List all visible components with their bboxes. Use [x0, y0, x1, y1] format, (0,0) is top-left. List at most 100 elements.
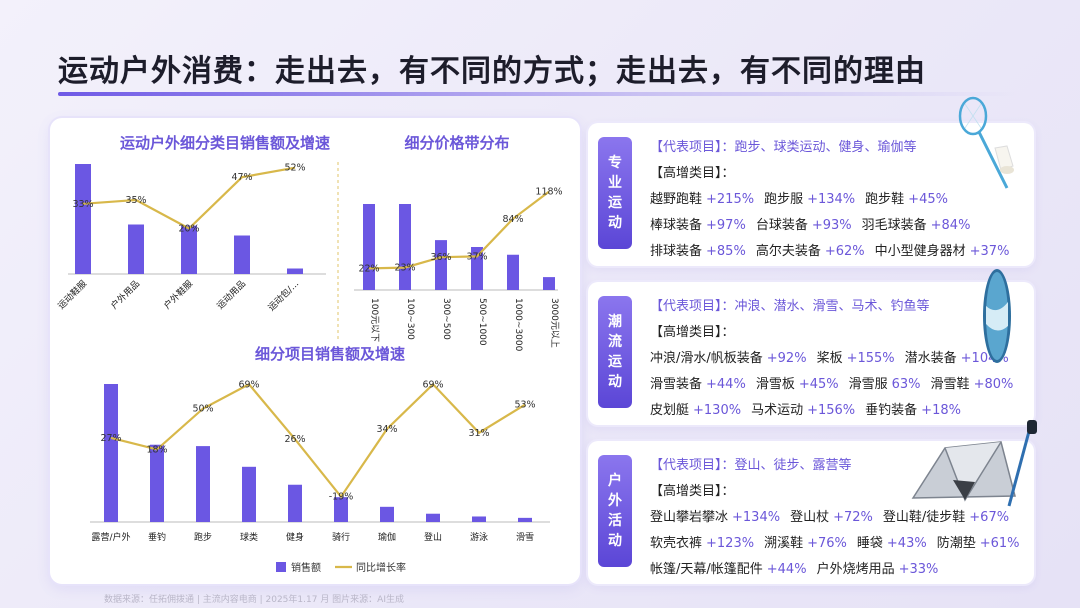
growth-item-name: 登山攀岩攀冰: [650, 510, 729, 525]
bar-chart3-5: [334, 497, 348, 522]
growth-label-chart2-3: 37%: [466, 251, 487, 262]
tick-chart1-0: 运动鞋服: [55, 278, 89, 312]
card-rows: 【代表项目】：跑步、球类运动、健身、瑜伽等 【高增类目】： 越野跑鞋 +215% 跑步服…: [650, 135, 1022, 265]
growth-item: 滑雪服 63%: [849, 377, 921, 392]
growth-item-name: 跑步服: [764, 192, 804, 207]
growth-item-pct: +215%: [706, 192, 755, 207]
source-footnote: 数据来源：任拓佣拨通 | 主流内容电商 | 2025年1.17 月 图片来源：A…: [104, 595, 404, 605]
card-rows: 【代表项目】：登山、徒步、露营等 【高增类目】： 登山攀岩攀冰 +134% 登山杖 +72…: [650, 453, 1022, 583]
growth-item-row: 软壳衣裤 +123% 溯溪鞋 +76% 睡袋 +43% 防潮垫 +61%: [650, 531, 1022, 557]
growth-item: 滑雪装备 +44%: [650, 377, 746, 392]
growth-item: 台球装备 +93%: [756, 218, 852, 233]
growth-item: 棒球装备 +97%: [650, 218, 746, 233]
tick-chart3-2: 跑步: [194, 531, 212, 543]
growth-item-pct: +37%: [969, 244, 1010, 259]
growth-item-row: 越野跑鞋 +215% 跑步服 +134% 跑步鞋 +45%: [650, 187, 1022, 213]
growth-item: 防潮垫 +61%: [937, 536, 1020, 551]
badge-char: 户: [608, 473, 622, 489]
growth-label-chart3-3: 69%: [238, 379, 259, 390]
chart-title-chart3: 细分项目销售额及增速: [255, 345, 405, 363]
growth-item: 马术运动 +156%: [751, 403, 855, 418]
growth-item-name: 棒球装备: [650, 218, 703, 233]
growth-label-chart2-5: 118%: [535, 187, 562, 198]
growth-item-row: 棒球装备 +97% 台球装备 +93% 羽毛球装备 +84%: [650, 213, 1022, 239]
tick-chart1-2: 户外鞋服: [161, 278, 195, 312]
tick-chart2-4: 1000~3000: [513, 298, 523, 352]
growth-label-chart2-0: 22%: [358, 263, 379, 274]
growth-item-pct: 63%: [891, 377, 921, 392]
growth-item-name: 滑雪鞋: [930, 377, 970, 392]
badge-char: 动: [608, 533, 622, 549]
growth-item-name: 滑雪服: [848, 377, 888, 392]
bar-chart3-1: [150, 444, 164, 522]
growth-item-pct: +85%: [706, 244, 746, 259]
badge-char: 运: [608, 195, 622, 211]
growth-item-name: 溯溪鞋: [764, 536, 804, 551]
growth-item: 滑雪鞋 +80%: [931, 377, 1014, 392]
growth-item-row: 登山攀岩攀冰 +134% 登山杖 +72% 登山鞋/徒步鞋 +67%: [650, 505, 1022, 531]
bar-chart3-4: [288, 484, 302, 522]
representative-label: 【代表项目】：: [650, 299, 735, 314]
growth-item-pct: +44%: [766, 562, 807, 577]
high-growth-label: 【高增类目】：: [650, 484, 735, 499]
growth-item-pct: +93%: [811, 218, 852, 233]
growth-item-name: 滑雪装备: [650, 377, 703, 392]
chart-title-chart2: 细分价格带分布: [404, 134, 509, 152]
growth-item-name: 软壳衣裤: [650, 536, 703, 551]
bar-chart3-2: [196, 446, 210, 522]
category-badge: 户外活动: [598, 455, 632, 567]
badge-char: 动: [608, 215, 622, 231]
bar-chart3-7: [426, 513, 440, 522]
growth-item: 桨板 +155%: [817, 351, 895, 366]
card-professional-sports: 专业运动【代表项目】：跑步、球类运动、健身、瑜伽等 【高增类目】： 越野跑鞋 +215…: [588, 123, 1034, 266]
growth-item-pct: +72%: [833, 510, 873, 525]
growth-item-name: 高尔夫装备: [755, 244, 821, 259]
tick-chart3-9: 滑雪: [516, 532, 534, 543]
tick-chart3-3: 球类: [240, 531, 258, 543]
chart-panel: 运动户外细分类目销售额及增速 运动鞋服 户外用品 户外鞋服 运动用品 运动包/... 33%…: [50, 118, 580, 584]
growth-item: 睡袋 +43%: [857, 536, 927, 551]
tick-chart3-5: 骑行: [332, 531, 350, 543]
bar-chart1-0: [75, 164, 91, 274]
growth-item-pct: +134%: [807, 192, 856, 207]
growth-item-name: 登山鞋/徒步鞋: [882, 510, 966, 525]
legend-label-growth: 同比增长率: [356, 561, 406, 574]
tick-chart2-0: 100元以下: [369, 298, 379, 342]
growth-item: 滑雪板 +45%: [756, 377, 839, 392]
growth-item-name: 潜水装备: [904, 351, 957, 366]
growth-label-chart3-9: 53%: [514, 400, 535, 411]
representative-label: 【代表项目】：: [650, 458, 735, 473]
growth-item-pct: +123%: [706, 536, 755, 551]
growth-item: 跑步服 +134%: [764, 192, 855, 207]
bar-chart2-4: [507, 254, 519, 290]
badge-char: 动: [608, 374, 622, 390]
growth-item-pct: +45%: [798, 377, 839, 392]
growth-item-name: 滑雪板: [755, 377, 795, 392]
growth-item-pct: +62%: [824, 244, 865, 259]
chart-title-chart1: 运动户外细分类目销售额及增速: [120, 134, 330, 152]
growth-item: 溯溪鞋 +76%: [764, 536, 847, 551]
growth-item-pct: +92%: [766, 351, 807, 366]
legend-swatch-sales: [276, 562, 286, 572]
growth-item-name: 皮划艇: [650, 403, 690, 418]
growth-line-chart3: [110, 382, 526, 499]
growth-item-row: 皮划艇 +130% 马术运动 +156% 垂钓装备 +18%: [650, 398, 1022, 424]
surfboard-icon: [983, 269, 1011, 363]
bar-chart1-2: [181, 225, 197, 274]
growth-item-pct: +97%: [706, 218, 746, 233]
growth-item-pct: +67%: [969, 510, 1010, 525]
tick-chart3-0: 露营/户外: [91, 531, 130, 543]
bar-chart2-3: [471, 247, 483, 290]
growth-item-pct: +76%: [807, 536, 847, 551]
category-badge: 专业运动: [598, 137, 632, 249]
tick-chart3-8: 游泳: [470, 531, 488, 543]
badge-char: 外: [608, 493, 622, 509]
growth-line-chart2: [368, 190, 550, 270]
growth-item-pct: +43%: [886, 536, 927, 551]
growth-label-chart3-6: 34%: [376, 424, 397, 435]
bar-chart3-6: [380, 506, 394, 522]
growth-item-pct: +61%: [979, 536, 1020, 551]
growth-line-chart1: [82, 166, 296, 230]
growth-item: 越野跑鞋 +215%: [650, 192, 754, 207]
growth-item-name: 越野跑鞋: [650, 192, 703, 207]
